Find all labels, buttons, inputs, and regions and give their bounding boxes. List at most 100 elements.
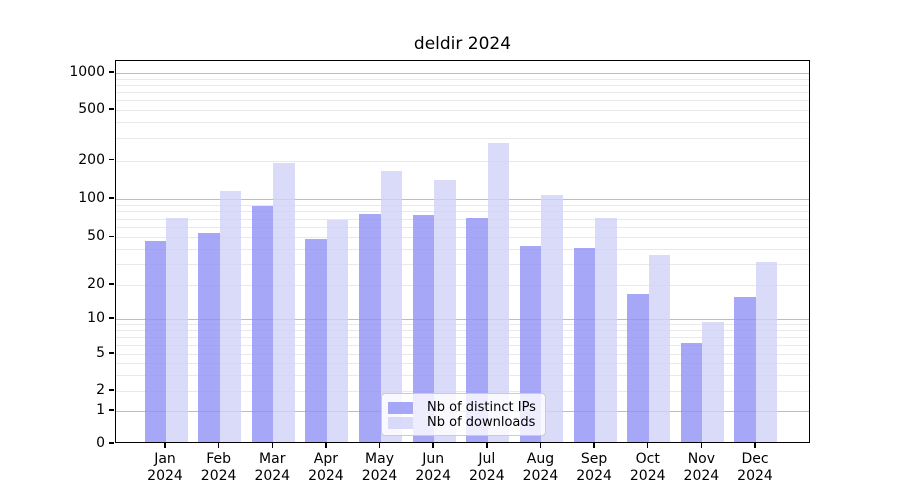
gridline-minor: [116, 363, 809, 364]
bar-distinct-ips-apr: [305, 238, 327, 442]
x-tick-mark: [164, 443, 166, 448]
legend-row: Nb of downloads: [388, 415, 537, 430]
legend-swatch-distinct-ips: [388, 401, 413, 414]
gridline-minor: [116, 211, 809, 213]
y-tick-label: 2: [96, 382, 105, 398]
gridline-minor: [116, 374, 809, 376]
bar-downloads-apr: [326, 219, 349, 442]
bar-downloads-jul: [487, 143, 510, 442]
x-tick-label-year: 2024: [629, 467, 666, 484]
legend-label: Nb of downloads: [427, 415, 536, 430]
x-tick-label-year: 2024: [415, 467, 451, 484]
x-tick-label: Jun 2024: [401, 451, 465, 484]
bar-distinct-ips-dec: [734, 297, 756, 442]
bar-downloads-jun: [434, 179, 456, 442]
x-tick-label: Oct 2024: [616, 451, 680, 484]
x-tick-mark: [217, 443, 220, 448]
y-tick-label: 500: [78, 101, 105, 117]
bar-distinct-ips-oct: [627, 293, 649, 442]
gridline-major: [116, 199, 809, 200]
x-tick-label: Mar 2024: [240, 451, 304, 484]
bar-downloads-oct: [648, 255, 671, 442]
gridline-minor: [116, 263, 809, 265]
gridline-minor: [116, 344, 809, 346]
y-tick-mark: [109, 71, 114, 73]
y-tick-mark: [109, 317, 114, 319]
bar-downloads-dec: [755, 261, 778, 442]
x-tick-label: Apr 2024: [294, 451, 358, 484]
x-tick-label-month: Jan: [154, 451, 176, 467]
bar-distinct-ips-jan: [144, 240, 166, 442]
x-tick-label-year: 2024: [361, 467, 398, 484]
x-tick-label-month: Sep: [580, 451, 608, 467]
gridline-minor: [116, 391, 809, 392]
y-tick-mark: [109, 108, 114, 110]
x-tick-label: Nov 2024: [669, 451, 733, 484]
x-tick-mark: [271, 443, 273, 448]
bar-downloads-jan: [166, 217, 188, 442]
bar-downloads-feb: [219, 190, 242, 442]
gridline-minor: [116, 100, 809, 102]
x-tick-label-month: Feb: [206, 451, 232, 467]
x-tick-label-month: Jul: [478, 451, 496, 467]
gridline-minor: [116, 237, 809, 239]
x-tick-mark: [647, 443, 649, 448]
gridline-minor: [116, 285, 809, 286]
x-tick-label-month: Oct: [635, 451, 660, 467]
bar-downloads-mar: [273, 162, 295, 442]
x-tick-label-year: 2024: [200, 467, 237, 484]
x-tick-label: Feb 2024: [187, 451, 251, 484]
x-tick-label-month: Nov: [687, 451, 716, 467]
gridline-minor: [116, 160, 809, 162]
y-tick-label: 10: [87, 310, 105, 326]
y-tick-label: 200: [78, 151, 105, 168]
x-tick-label-month: Jun: [422, 451, 445, 467]
x-tick-label: Jan 2024: [133, 451, 197, 484]
y-tick-mark: [109, 283, 114, 285]
x-tick-mark: [700, 443, 703, 448]
x-tick-mark: [539, 443, 542, 448]
gridline-minor: [116, 110, 809, 111]
bar-downloads-may: [380, 170, 403, 442]
x-tick-label: May 2024: [348, 451, 412, 484]
bar-downloads-sep: [595, 218, 617, 442]
gridline-minor: [116, 204, 809, 206]
y-tick-label: 20: [87, 276, 105, 292]
x-tick-label-month: Apr: [313, 451, 339, 467]
y-tick-label: 0: [96, 435, 105, 451]
x-tick-mark: [486, 443, 488, 448]
x-tick-label: Jul 2024: [455, 451, 519, 484]
x-tick-mark: [378, 443, 381, 448]
gridline-major: [116, 73, 809, 74]
x-tick-label-year: 2024: [254, 467, 291, 484]
x-tick-label-year: 2024: [147, 467, 183, 484]
gridline-minor: [116, 122, 809, 124]
gridline-minor: [116, 92, 809, 94]
x-tick-label: Dec 2024: [723, 451, 787, 484]
bar-distinct-ips-jul: [466, 218, 488, 442]
y-tick-mark: [109, 409, 114, 411]
legend-label: Nb of distinct IPs: [427, 400, 536, 415]
x-tick-mark: [593, 443, 595, 448]
y-tick-mark: [109, 352, 114, 354]
y-tick-label: 5: [96, 345, 105, 361]
gridline-minor: [116, 227, 809, 229]
y-tick-mark: [109, 389, 114, 391]
gridline-minor: [116, 84, 809, 86]
bar-downloads-nov: [702, 322, 724, 442]
gridline-minor: [116, 218, 809, 220]
x-tick-label-month: May: [365, 451, 394, 467]
gridline-major: [116, 319, 809, 320]
bar-distinct-ips-sep: [573, 248, 596, 442]
gridline-minor: [116, 324, 809, 326]
y-tick-label: 50: [87, 228, 105, 245]
y-tick-label: 1000: [69, 64, 105, 80]
x-tick-label-year: 2024: [308, 467, 344, 484]
bar-distinct-ips-feb: [198, 233, 220, 442]
y-tick-mark: [109, 197, 114, 199]
y-tick-mark: [109, 442, 114, 444]
chart-title: deldir 2024: [413, 34, 512, 54]
gridline-minor: [116, 138, 809, 140]
x-tick-label-year: 2024: [737, 467, 773, 484]
